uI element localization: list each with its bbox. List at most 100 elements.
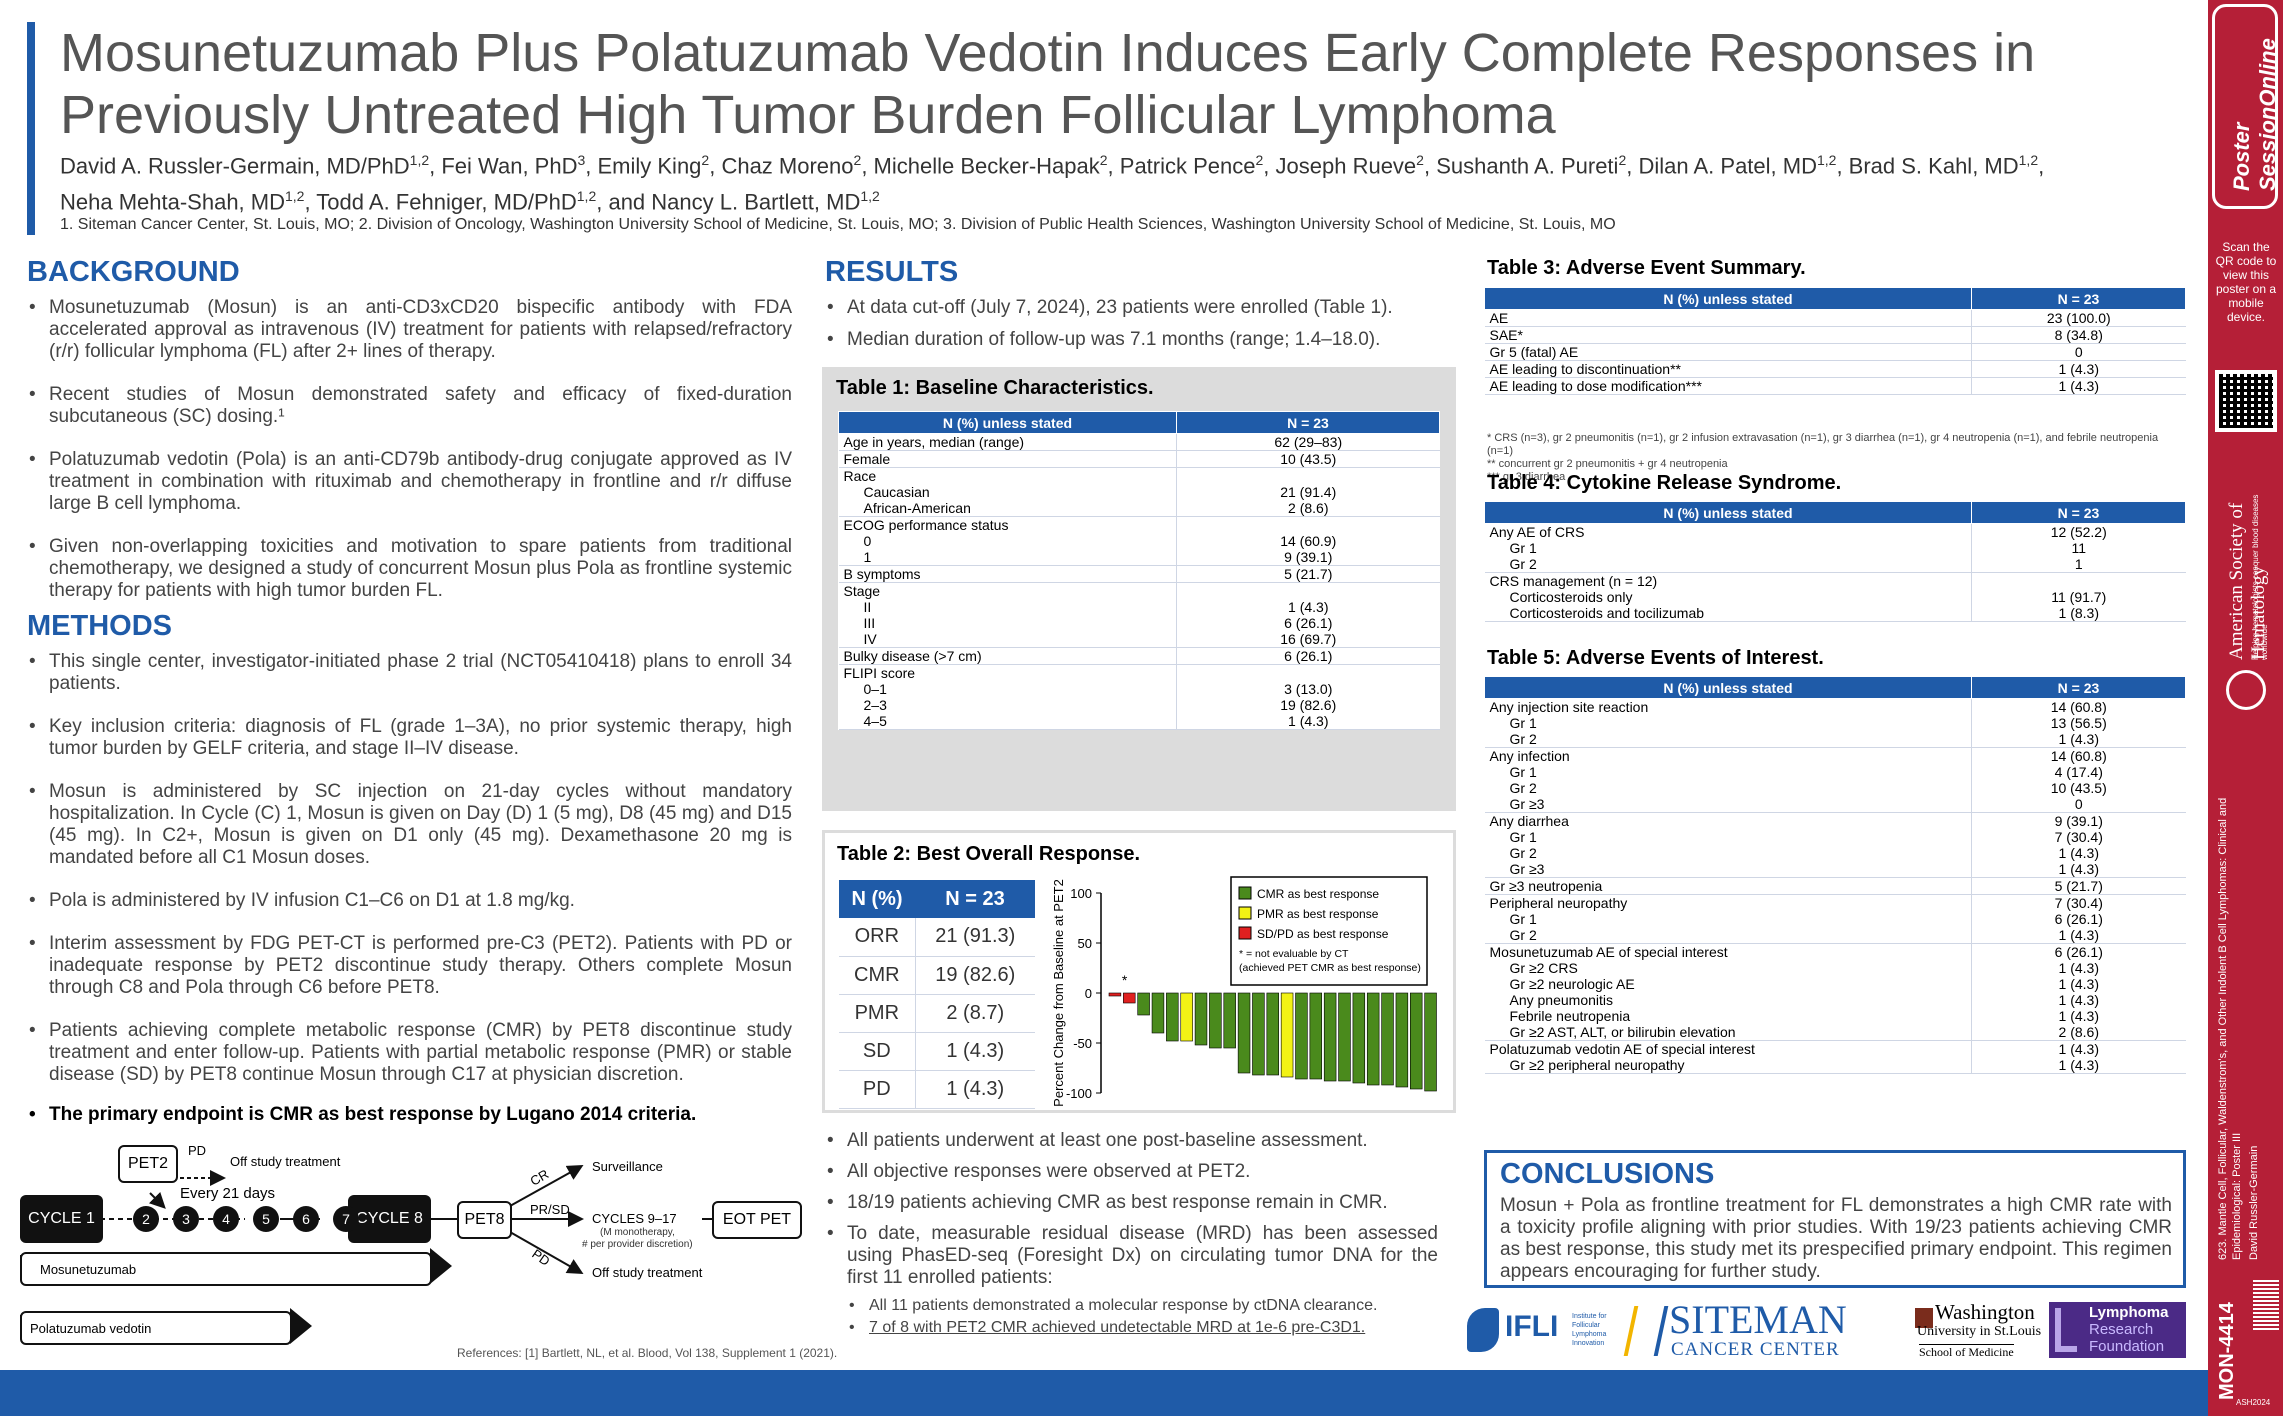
- table3-title: Table 3: Adverse Event Summary.: [1487, 257, 1806, 279]
- legend-note-2: (achieved PET CMR as best response): [1239, 962, 1421, 974]
- row-label: Corticosteroids and tocilizumab: [1484, 605, 1972, 622]
- title-accent-bar: [27, 22, 35, 235]
- row-value: 6 (26.1): [1176, 647, 1440, 665]
- table-row: II 1 (4.3): [839, 599, 1440, 615]
- cycle-dot: 6: [293, 1206, 319, 1232]
- row-value: 10 (43.5): [1176, 450, 1440, 468]
- qr-pattern: [2219, 374, 2273, 428]
- cycle-8-box: CYCLE 8: [348, 1195, 431, 1243]
- table2-title: Table 2: Best Overall Response.: [837, 843, 1141, 865]
- cycle-dot: 5: [253, 1206, 279, 1232]
- table-row: SAE* 8 (34.8): [1484, 326, 2186, 344]
- table4: N (%) unless stated N = 23 Any AE of CRS 12…: [1484, 501, 2186, 622]
- lrf-logo-2: Research: [2089, 1321, 2154, 1338]
- waterfall-bar: [1410, 992, 1423, 1090]
- y-tick-label: 50: [1078, 936, 1092, 951]
- table-row: Corticosteroids only 11 (91.7): [1485, 589, 2186, 605]
- table-row: 0 14 (60.9): [839, 533, 1440, 549]
- bullet-item: Interim assessment by FDG PET-CT is perf…: [27, 933, 792, 999]
- eot-pet-box: EOT PET: [712, 1201, 802, 1239]
- row-label: Caucasian: [863, 484, 930, 500]
- response-label: PMR: [839, 994, 916, 1033]
- row-value: 0: [1971, 343, 2186, 361]
- table1-title: Table 1: Baseline Characteristics.: [836, 377, 1154, 399]
- author-affil: 1,2: [409, 152, 430, 168]
- table-row: Gr 1 6 (26.1): [1485, 911, 2186, 927]
- col-header: N (%) unless stated: [1484, 676, 1972, 699]
- row-value: 23 (100.0): [1971, 309, 2186, 327]
- waterfall-bar: [1381, 992, 1394, 1086]
- pet8-box: PET8: [457, 1201, 512, 1239]
- row-label: Any diarrhea: [1489, 813, 1569, 829]
- lrf-l-icon: [2055, 1308, 2077, 1352]
- author-name: , Todd A. Fehniger, MD/PhD: [304, 189, 577, 215]
- table-row: Mosunetuzumab AE of special interest 6 (2…: [1485, 943, 2186, 960]
- table-row: SD 1 (4.3): [839, 1032, 1035, 1071]
- ifli-logo-text: IFLI: [1505, 1310, 1559, 1343]
- bullet-item: Median duration of follow-up was 7.1 mon…: [825, 329, 1465, 351]
- pd-label: PD: [188, 1143, 207, 1158]
- every-21-days: Every 21 days: [180, 1185, 276, 1202]
- table-row: African-American 2 (8.6): [838, 500, 1440, 517]
- table1-panel: Table 1: Baseline Characteristics. N (%)…: [822, 367, 1456, 811]
- table5-title: Table 5: Adverse Events of Interest.: [1487, 647, 1824, 669]
- row-value: 13 (56.5): [1971, 715, 2186, 731]
- author-name: Neha Mehta-Shah, MD: [60, 189, 285, 215]
- waterfall-bar: [1209, 992, 1222, 1049]
- table-row: FLIPI score: [839, 664, 1440, 681]
- lrf-logo: Lymphoma Research Foundation: [2049, 1302, 2186, 1358]
- row-label: Gr ≥2 peripheral neuropathy: [1484, 1057, 1972, 1074]
- row-label: Gr ≥3 neutropenia: [1484, 877, 1972, 895]
- row-value: 2 (8.6): [1176, 500, 1440, 517]
- waterfall-bar: [1108, 992, 1122, 997]
- primary-endpoint: The primary endpoint is CMR as best resp…: [27, 1104, 792, 1126]
- table-row: Race: [839, 467, 1440, 484]
- row-value: 2 (8.6): [1971, 1024, 2186, 1041]
- author-name: , Joseph Rueve: [1263, 153, 1417, 179]
- table-row: AE leading to dose modification*** 1 (4.3…: [1484, 377, 2186, 395]
- waterfall-bar: [1424, 992, 1437, 1092]
- row-value: 14 (60.8): [1971, 698, 2186, 715]
- table-row: Gr ≥3 neutropenia 5 (21.7): [1484, 877, 2186, 895]
- row-label: Gr 2: [1509, 845, 1537, 861]
- table-row: Any infection 14 (60.8): [1485, 747, 2186, 764]
- row-value: [1176, 664, 1440, 681]
- row-label: AE leading to discontinuation**: [1484, 360, 1972, 378]
- author-name: , Fei Wan, PhD: [429, 153, 578, 179]
- author-affil: 1,2: [860, 188, 880, 205]
- mosunetuzumab-bar: Mosunetuzumab: [20, 1252, 432, 1286]
- row-label: Gr 2: [1509, 780, 1537, 796]
- results-title: RESULTS: [825, 256, 959, 288]
- table-row: Gr ≥2 neurologic AE 1 (4.3): [1485, 976, 2186, 992]
- table5: N (%) unless stated N = 23 Any injection s…: [1484, 676, 2186, 1074]
- row-value: 9 (39.1): [1971, 812, 2186, 829]
- authors-line-2: Neha Mehta-Shah, MD 1,2 , Todd A. Fehniger…: [60, 181, 2210, 217]
- waterfall-bar: [1338, 992, 1351, 1082]
- table-row: Gr ≥2 AST, ALT, or bilirubin elevation 2 …: [1484, 1024, 2186, 1041]
- author-affil: 1,2: [1816, 152, 1837, 168]
- col-header: N = 23: [1971, 287, 2186, 310]
- author-affil: 3: [577, 152, 586, 168]
- table-row: Gr ≥3 1 (4.3): [1484, 861, 2186, 878]
- table-row: CMR 19 (82.6): [839, 956, 1035, 995]
- bullet-item: All patients underwent at least one post…: [825, 1130, 1438, 1152]
- row-label: Gr 1: [1509, 540, 1537, 556]
- row-value: 3 (13.0): [1176, 681, 1440, 697]
- qr-code-icon[interactable]: [2215, 370, 2277, 432]
- header-row: N (%) N = 23: [839, 880, 1035, 918]
- author-affil: 2: [1416, 152, 1424, 168]
- methods-bullets: This single center, investigator-initiat…: [27, 651, 792, 1107]
- waterfall-bar: [1366, 992, 1380, 1086]
- primary-endpoint-text: The primary endpoint is CMR as best resp…: [27, 1104, 792, 1126]
- references: References: [1] Bartlett, NL, et al. Blo…: [457, 1346, 838, 1360]
- row-label: SAE*: [1484, 326, 1972, 344]
- methods-title: METHODS: [27, 610, 172, 642]
- barcode-icon: [2253, 1280, 2279, 1330]
- footnote: ** concurrent gr 2 pneumonitis + gr 4 ne…: [1487, 458, 1728, 470]
- row-value: 1 (4.3): [1971, 731, 2186, 748]
- table2-panel: Table 2: Best Overall Response. N (%) N =…: [822, 830, 1456, 1113]
- col-header: N = 23: [1971, 501, 2186, 524]
- wu-logo-2: University in St.Louis: [1917, 1324, 2042, 1339]
